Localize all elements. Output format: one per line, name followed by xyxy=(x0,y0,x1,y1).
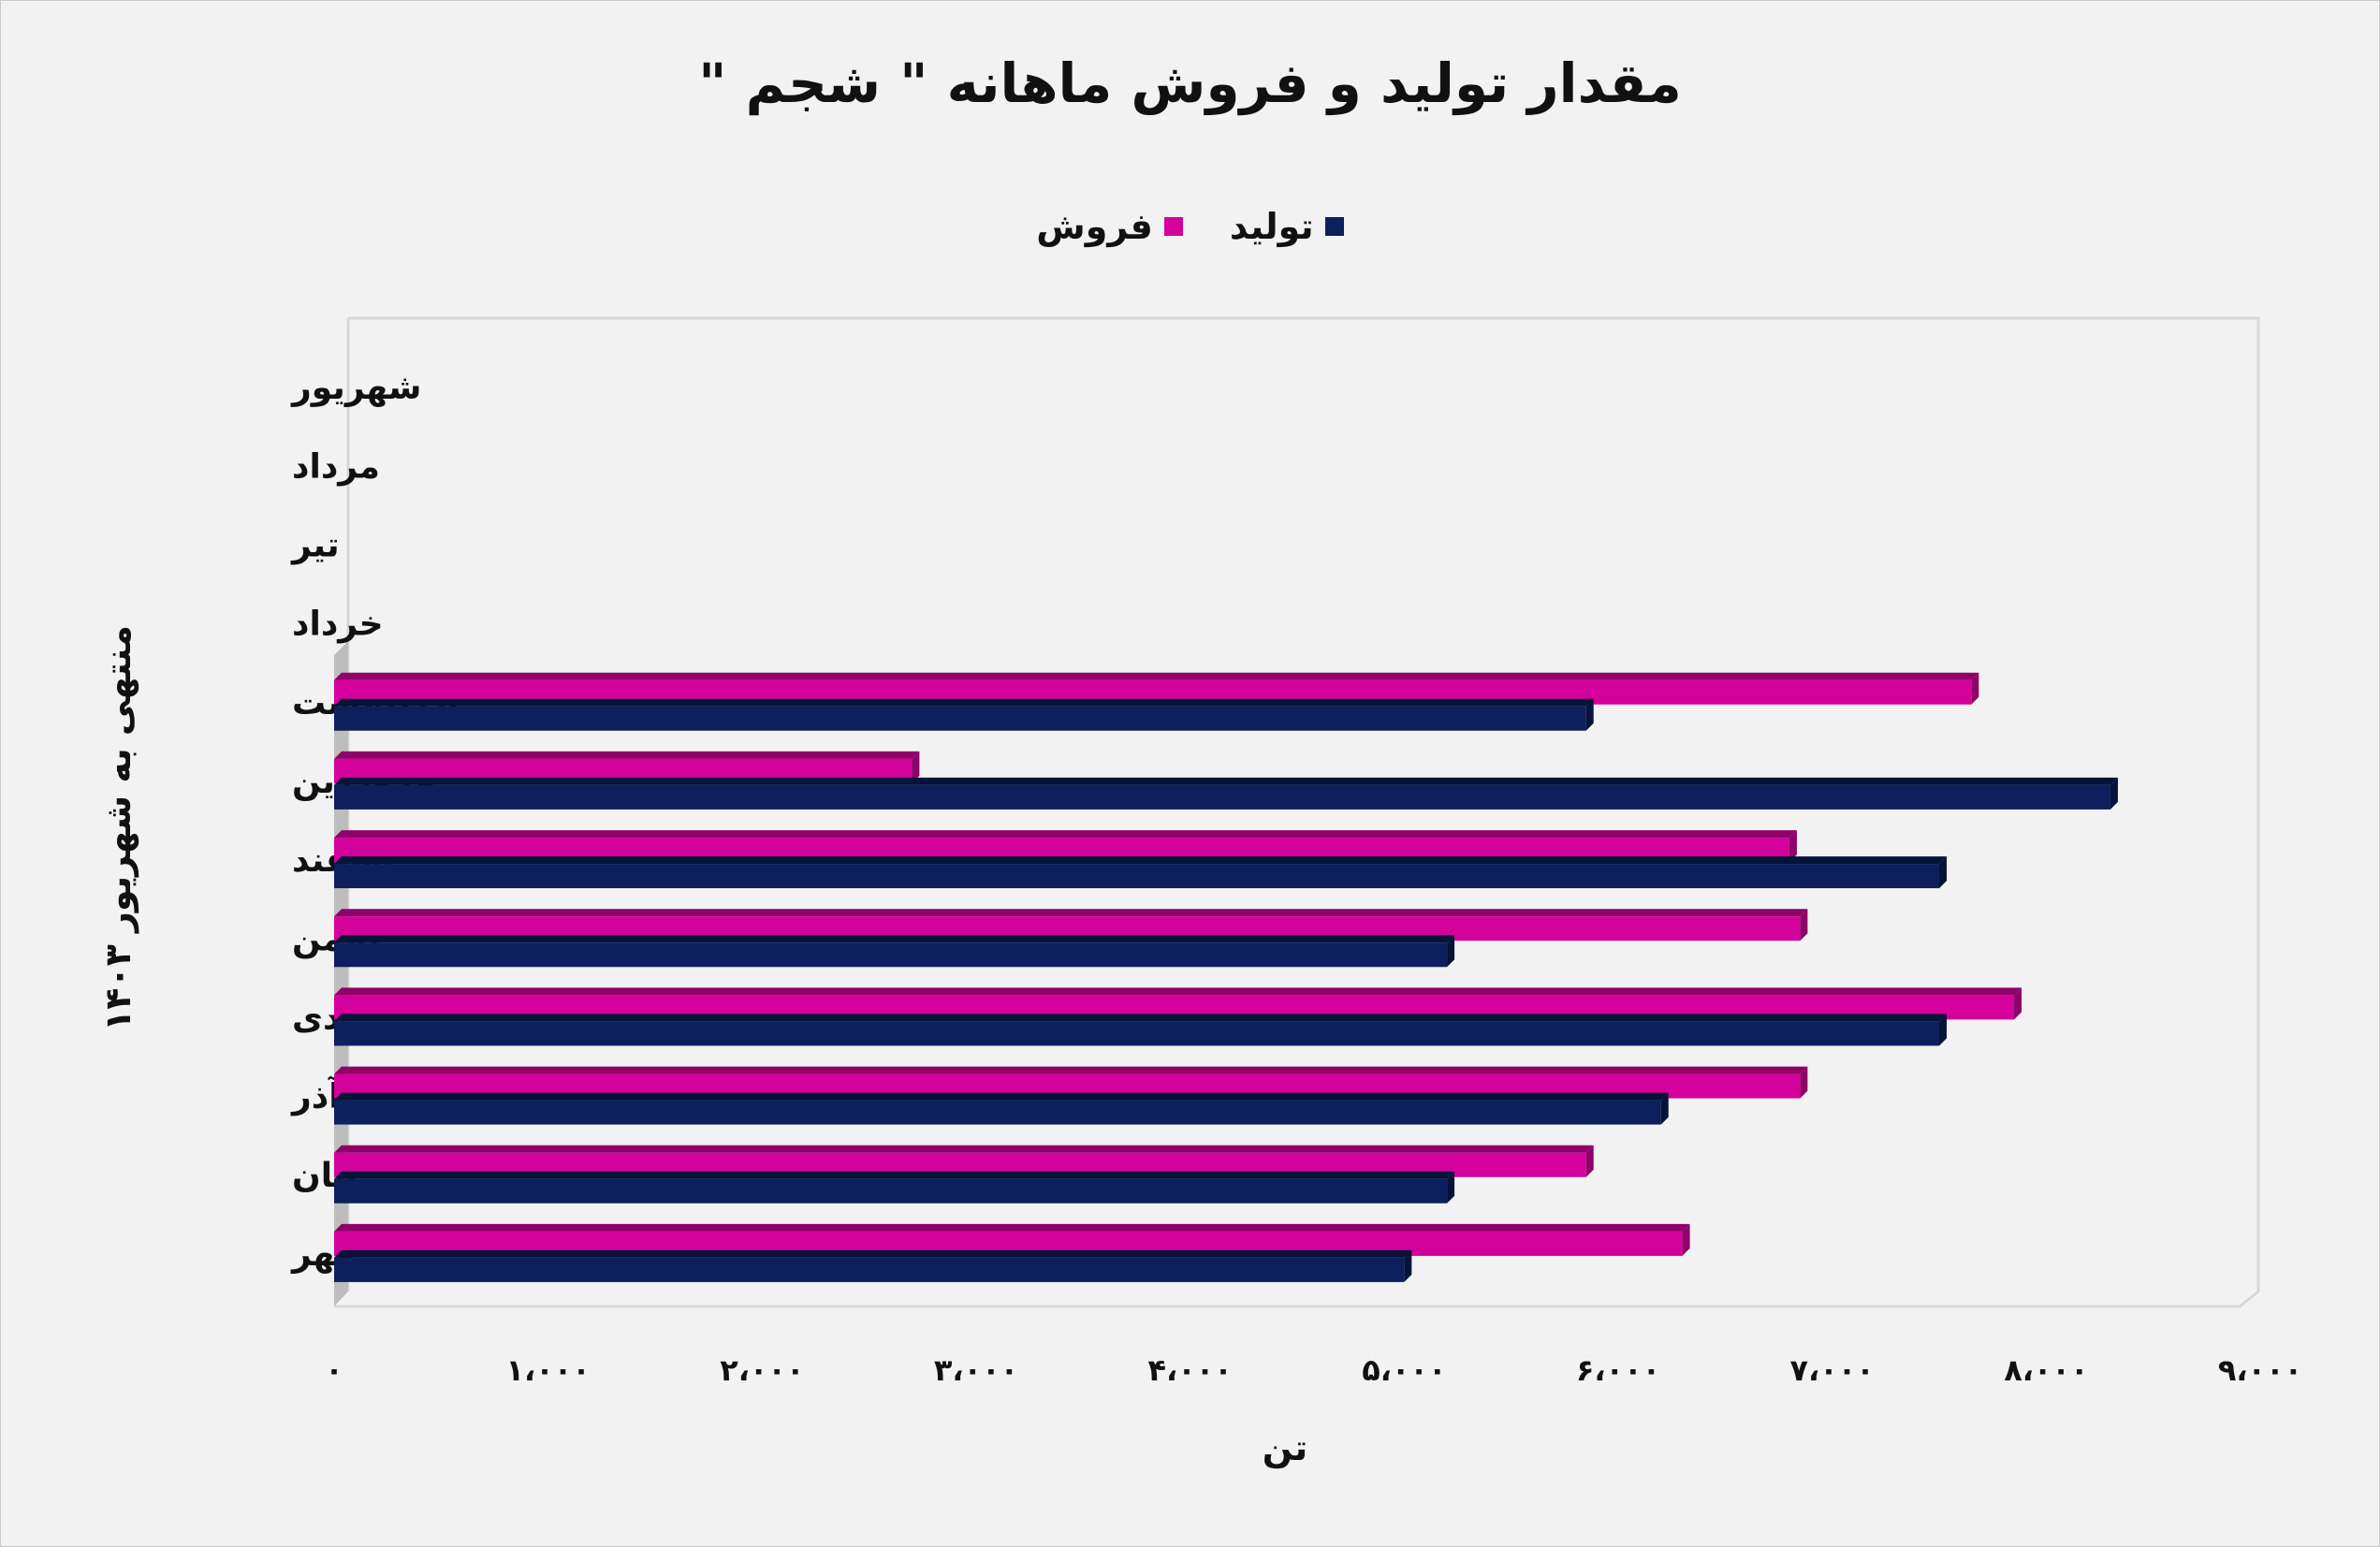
x-tick-label: ۴،۰۰۰ xyxy=(1148,1352,1233,1388)
bar-sales-top xyxy=(334,987,2022,996)
category-label: شهریور xyxy=(290,369,421,407)
bar-sales-end xyxy=(912,751,920,783)
legend-label-production: تولید xyxy=(1229,206,1314,247)
category-label: دی xyxy=(292,999,340,1037)
category-label: مرداد xyxy=(292,447,380,486)
legend-label-sales: فروش xyxy=(1036,206,1153,247)
bar-production-top xyxy=(334,1092,1669,1101)
bar-production xyxy=(334,856,1947,889)
x-tick-label: ۰ xyxy=(325,1352,343,1388)
bar-production-face xyxy=(334,784,2110,810)
plot-side-wall xyxy=(334,641,348,1306)
bar-production-top xyxy=(334,698,1594,707)
plot-area-border xyxy=(334,316,2260,1308)
legend-swatch-production xyxy=(1324,217,1344,236)
x-tick-label: ۱،۰۰۰ xyxy=(506,1352,591,1388)
bar-production xyxy=(334,1171,1455,1204)
bar-production-end xyxy=(1447,935,1455,968)
bar-sales-end xyxy=(1971,672,1979,705)
bar-production-end xyxy=(1660,1092,1669,1125)
bar-production-face xyxy=(334,1100,1661,1125)
chart-title: مقدار تولید و فروش ماهانه " شجم " xyxy=(698,51,1682,115)
bar-production-top xyxy=(334,1249,1412,1258)
x-tick-label: ۲،۰۰۰ xyxy=(720,1352,804,1388)
bar-sales-top xyxy=(334,1066,1808,1074)
bar-production xyxy=(334,1249,1412,1282)
x-tick-label: ۹،۰۰۰ xyxy=(2218,1352,2302,1388)
x-tick-label: ۷،۰۰۰ xyxy=(1790,1352,1875,1388)
bar-production-top xyxy=(334,856,1947,865)
bar-production-top xyxy=(334,1171,1455,1179)
x-tick-label: ۶،۰۰۰ xyxy=(1576,1352,1660,1388)
bar-production-end xyxy=(1585,698,1594,731)
bar-sales-end xyxy=(1682,1223,1690,1256)
bar-production-top xyxy=(334,1014,1947,1022)
bar-production xyxy=(334,935,1455,968)
bar-production-end xyxy=(2110,777,2118,810)
bar-production-face xyxy=(334,1257,1405,1282)
bar-sales-end xyxy=(1800,1066,1808,1099)
bar-sales-top xyxy=(334,672,1979,680)
bar-production-end xyxy=(1404,1249,1412,1282)
chart-legend: تولید فروش xyxy=(0,206,2380,247)
bar-production-face xyxy=(334,1021,1939,1046)
bar-production-face xyxy=(334,706,1586,731)
bar-production-face xyxy=(334,1178,1448,1204)
bar-production xyxy=(334,698,1594,731)
bar-sales-top xyxy=(334,1145,1594,1153)
x-tick-label: ۳،۰۰۰ xyxy=(934,1352,1018,1388)
bar-sales-end xyxy=(1585,1145,1594,1177)
legend-item-production: تولید xyxy=(1230,206,1344,247)
bar-production-face xyxy=(334,864,1939,889)
category-label: تیر xyxy=(290,526,340,564)
bar-production xyxy=(334,777,2118,810)
x-tick-label: ۵،۰۰۰ xyxy=(1362,1352,1446,1388)
bar-sales-top xyxy=(334,909,1808,917)
category-label: خرداد xyxy=(292,606,384,644)
bar-sales-end xyxy=(1800,909,1808,941)
bar-production xyxy=(334,1092,1669,1125)
bar-production-end xyxy=(1447,1171,1455,1204)
legend-item-sales: فروش xyxy=(1036,206,1183,247)
x-axis-title: تن xyxy=(1262,1427,1308,1468)
bar-production-top xyxy=(334,935,1455,943)
bar-production xyxy=(334,1014,1947,1046)
bar-sales-top xyxy=(334,1223,1690,1232)
x-tick-label: ۸،۰۰۰ xyxy=(2004,1352,2088,1388)
bar-production-end xyxy=(1939,856,1947,889)
bar-sales-end xyxy=(1789,830,1797,863)
bar-production-end xyxy=(1939,1014,1947,1046)
legend-swatch-sales xyxy=(1163,217,1183,236)
bar-sales-top xyxy=(334,830,1797,839)
category-label: آذر xyxy=(290,1075,342,1116)
bar-sales-top xyxy=(334,751,920,759)
bar-production-top xyxy=(334,777,2118,785)
bar-production-face xyxy=(334,942,1448,968)
bar-sales-end xyxy=(2014,987,2022,1020)
